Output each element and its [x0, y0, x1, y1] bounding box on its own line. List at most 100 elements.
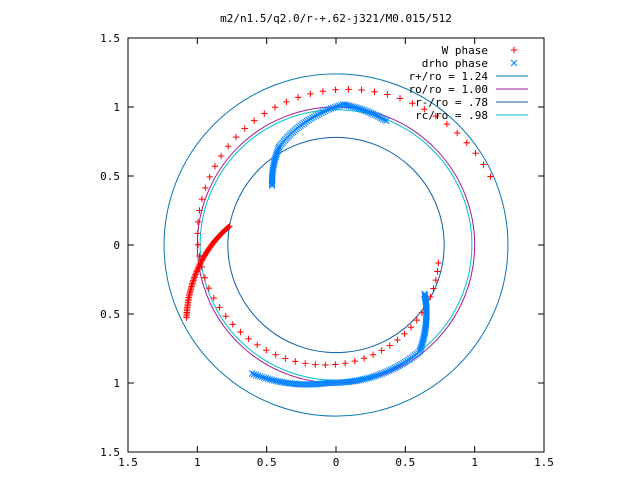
w-phase-point	[196, 207, 203, 214]
x-tick-label: 0.5	[257, 456, 277, 469]
w-phase-point	[369, 351, 377, 358]
drho-phase-point	[312, 112, 320, 120]
w-phase-point	[421, 106, 428, 113]
drho-phase-point	[343, 101, 351, 109]
drho-phase-point	[310, 113, 318, 121]
legend-label: ro/ro = 1.00	[409, 83, 488, 96]
w-phase-point	[294, 94, 302, 101]
w-phase-point	[319, 88, 327, 95]
drho-phase-point	[359, 376, 367, 383]
drho-phase-point	[383, 117, 390, 125]
w-phase-point	[453, 129, 461, 137]
w-phase-point	[197, 258, 205, 266]
w-phase-point	[198, 257, 205, 264]
drho-phase-point	[361, 375, 369, 383]
drho-phase-point	[260, 374, 268, 382]
drho-phase-point	[278, 378, 286, 386]
w-phase-point	[434, 268, 441, 275]
drho-phase-point	[367, 109, 375, 117]
w-phase-point	[263, 347, 270, 354]
y-tick-label: 0	[113, 239, 120, 252]
drho-phase-point	[275, 145, 282, 153]
w-phase-point	[472, 150, 479, 157]
drho-phase-point	[327, 105, 335, 112]
w-phase-point	[194, 218, 202, 226]
w-phase-point	[394, 336, 401, 344]
drho-phase-point	[387, 366, 395, 373]
drho-phase-point	[362, 107, 370, 115]
w-phase-point	[192, 269, 200, 277]
x-tick-label: 1	[471, 456, 478, 469]
w-phase-point	[401, 330, 408, 338]
legend-label: drho phase	[422, 57, 488, 70]
drho-phase-point	[384, 367, 391, 375]
x-tick-label: 1.5	[118, 456, 138, 469]
w-phase-point	[201, 274, 209, 281]
w-phase-point	[229, 321, 237, 328]
w-phase-point	[332, 361, 339, 368]
drho-phase-point	[373, 112, 380, 119]
w-phase-point	[193, 268, 200, 275]
drho-phase-point	[347, 102, 355, 110]
axis-ticks: 1.5 1 0.5 0 0.5 1 1.51.510.500.511.5	[100, 32, 554, 469]
y-tick-label: 1	[113, 101, 120, 114]
drho-phase-point	[371, 372, 378, 380]
drho-phase-point	[270, 377, 278, 384]
drho-phase-point	[256, 373, 264, 380]
w-phase-series	[183, 86, 494, 369]
drho-phase-point	[364, 108, 372, 116]
drho-phase-point	[335, 102, 343, 110]
w-phase-point	[241, 125, 248, 132]
circle-series	[163, 73, 509, 417]
chart-title: m2/n1.5/q2.0/r-+.62-j321/M0.015/512	[220, 12, 452, 25]
x-tick-label: 1.5	[534, 456, 554, 469]
w-phase-point	[190, 275, 198, 283]
w-phase-point	[202, 184, 209, 192]
y-tick-label: 0.5	[100, 170, 120, 183]
drho-phase-point	[389, 365, 397, 373]
drho-phase-point	[374, 113, 382, 120]
drho-phase-point	[357, 105, 364, 113]
w-phase-point	[463, 139, 470, 146]
drho-phase-point	[331, 103, 339, 111]
x-tick-label: 0	[333, 456, 340, 469]
legend-label: r-/ro = .78	[415, 96, 488, 109]
drho-phase-point	[396, 361, 404, 369]
w-phase-point	[191, 272, 199, 280]
w-phase-point	[196, 261, 203, 268]
w-phase-point	[432, 112, 440, 120]
w-phase-point	[272, 351, 279, 358]
w-phase-point	[480, 161, 487, 168]
w-phase-point	[409, 100, 416, 107]
drho-phase-point	[268, 376, 276, 384]
drho-phase-point	[323, 106, 331, 114]
w-phase-point	[282, 355, 289, 362]
circle-series	[196, 106, 476, 384]
drho-phase-point	[393, 363, 400, 371]
drho-phase-point	[308, 114, 316, 122]
legend-label: r+/ro = 1.24	[409, 70, 489, 83]
w-phase-point	[216, 304, 223, 311]
w-phase-point	[192, 271, 199, 278]
w-phase-point	[261, 110, 268, 117]
drho-phase-point	[321, 107, 329, 115]
legend-marker-plus	[510, 46, 518, 54]
w-phase-point	[183, 314, 190, 321]
w-phase-point	[407, 324, 415, 331]
drho-phase-point	[276, 378, 284, 386]
y-tick-label: 0.5	[100, 308, 120, 321]
drho-phase-point	[378, 370, 386, 377]
drho-phase-point	[317, 109, 325, 117]
drho-phase-point	[369, 373, 376, 381]
w-phase-point	[206, 173, 213, 181]
w-phase-point	[194, 230, 201, 237]
w-phase-point	[195, 264, 202, 271]
circle-series	[227, 136, 445, 354]
drho-phase-point	[372, 372, 380, 379]
drho-phase-point	[314, 111, 321, 119]
drho-phase-point	[280, 379, 288, 386]
w-phase-point	[245, 335, 252, 343]
w-phase-point	[432, 276, 440, 284]
